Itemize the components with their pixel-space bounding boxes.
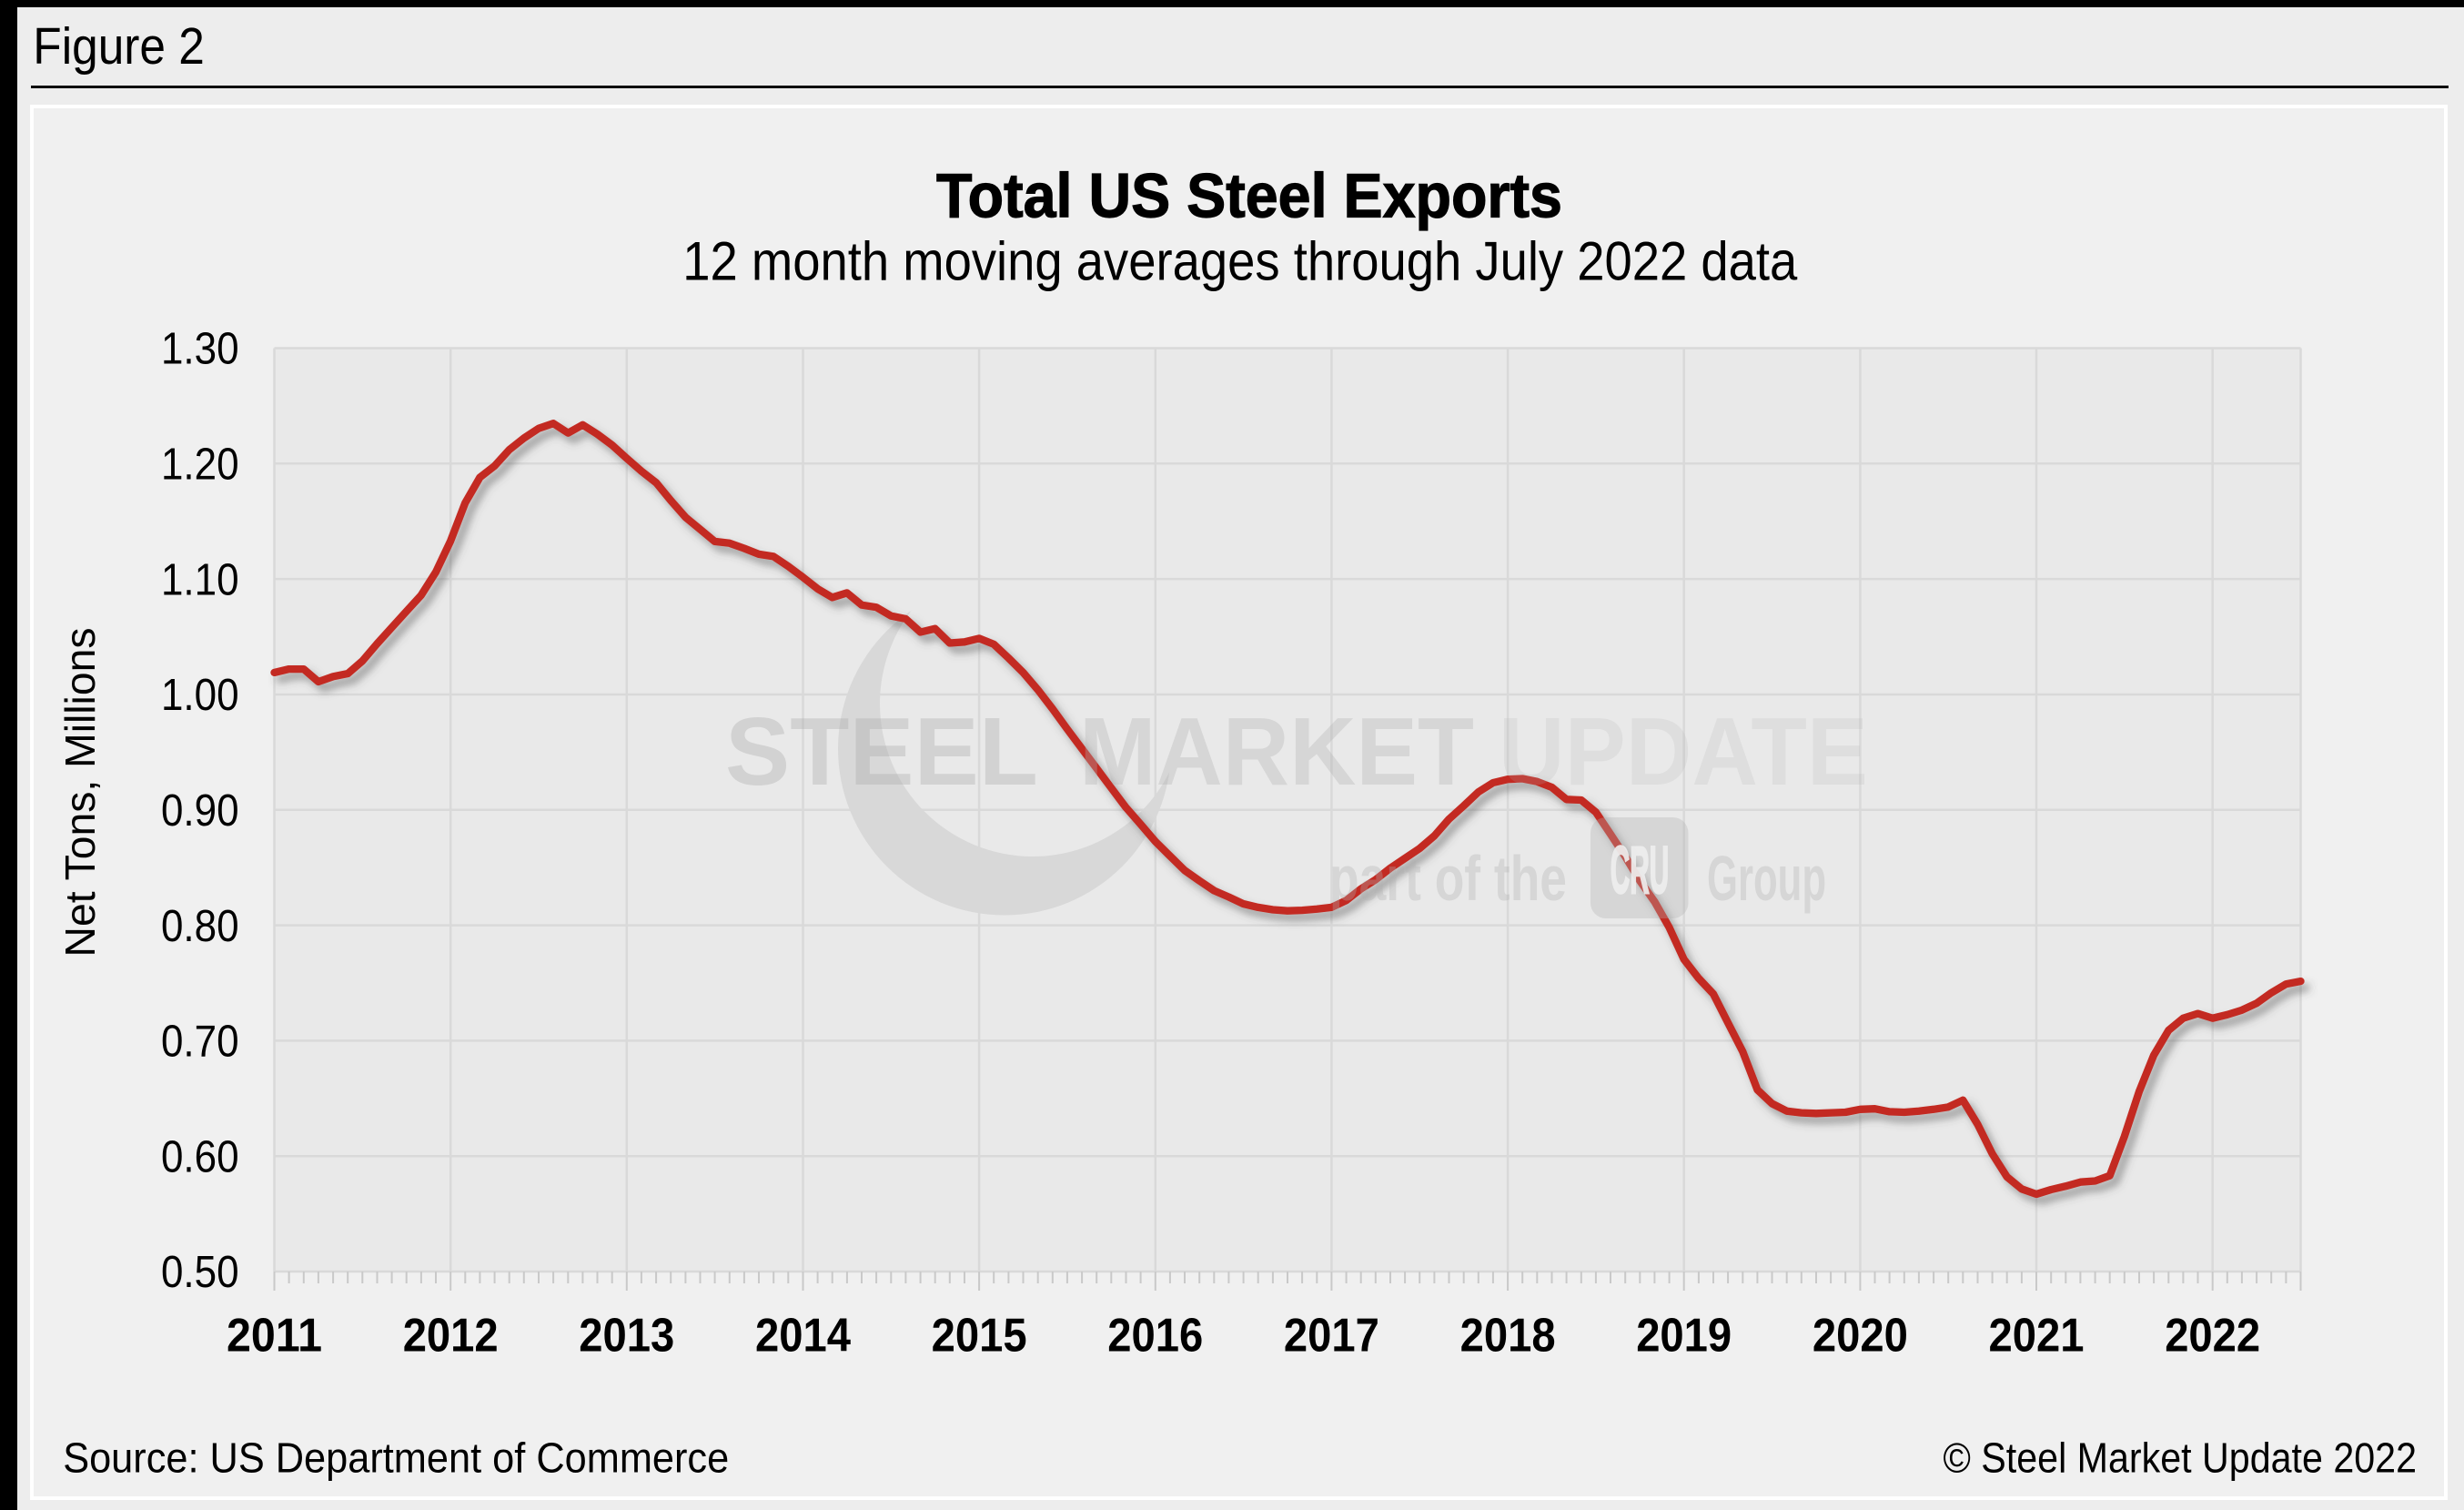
svg-text:Figure 2: Figure 2 [33,17,205,76]
svg-text:Net Tons, Millions: Net Tons, Millions [56,628,104,958]
svg-text:1.00: 1.00 [161,671,239,720]
svg-text:part of the: part of the [1329,843,1567,914]
svg-text:Total US Steel Exports: Total US Steel Exports [936,161,1562,231]
svg-text:2016: 2016 [1107,1310,1203,1363]
svg-text:0.70: 0.70 [161,1018,239,1067]
svg-text:2019: 2019 [1636,1310,1732,1363]
svg-text:UPDATE: UPDATE [1499,698,1868,806]
svg-text:0.80: 0.80 [161,902,239,951]
svg-text:Group: Group [1707,843,1826,914]
svg-text:© Steel Market Update 2022: © Steel Market Update 2022 [1944,1434,2418,1482]
svg-text:Source: US Department of Comme: Source: US Department of Commerce [63,1434,729,1482]
svg-text:2013: 2013 [579,1310,674,1363]
svg-text:2017: 2017 [1284,1310,1379,1363]
svg-text:2014: 2014 [755,1310,851,1363]
svg-text:0.50: 0.50 [161,1248,239,1297]
svg-text:12 month moving averages throu: 12 month moving averages through July 20… [682,230,1798,291]
svg-text:MARKET: MARKET [1079,698,1474,806]
svg-text:CRU: CRU [1611,834,1670,907]
svg-text:2011: 2011 [227,1310,322,1363]
svg-text:2020: 2020 [1813,1310,1908,1363]
svg-text:2018: 2018 [1460,1310,1556,1363]
svg-text:1.10: 1.10 [161,555,239,604]
svg-text:2012: 2012 [403,1310,499,1363]
svg-text:0.60: 0.60 [161,1132,239,1181]
svg-text:2021: 2021 [1989,1310,2085,1363]
svg-text:1.20: 1.20 [161,441,239,490]
svg-text:1.30: 1.30 [161,325,239,374]
svg-text:2022: 2022 [2165,1310,2260,1363]
svg-text:2015: 2015 [932,1310,1027,1363]
svg-text:STEEL: STEEL [725,698,1038,806]
svg-text:0.90: 0.90 [161,786,239,836]
